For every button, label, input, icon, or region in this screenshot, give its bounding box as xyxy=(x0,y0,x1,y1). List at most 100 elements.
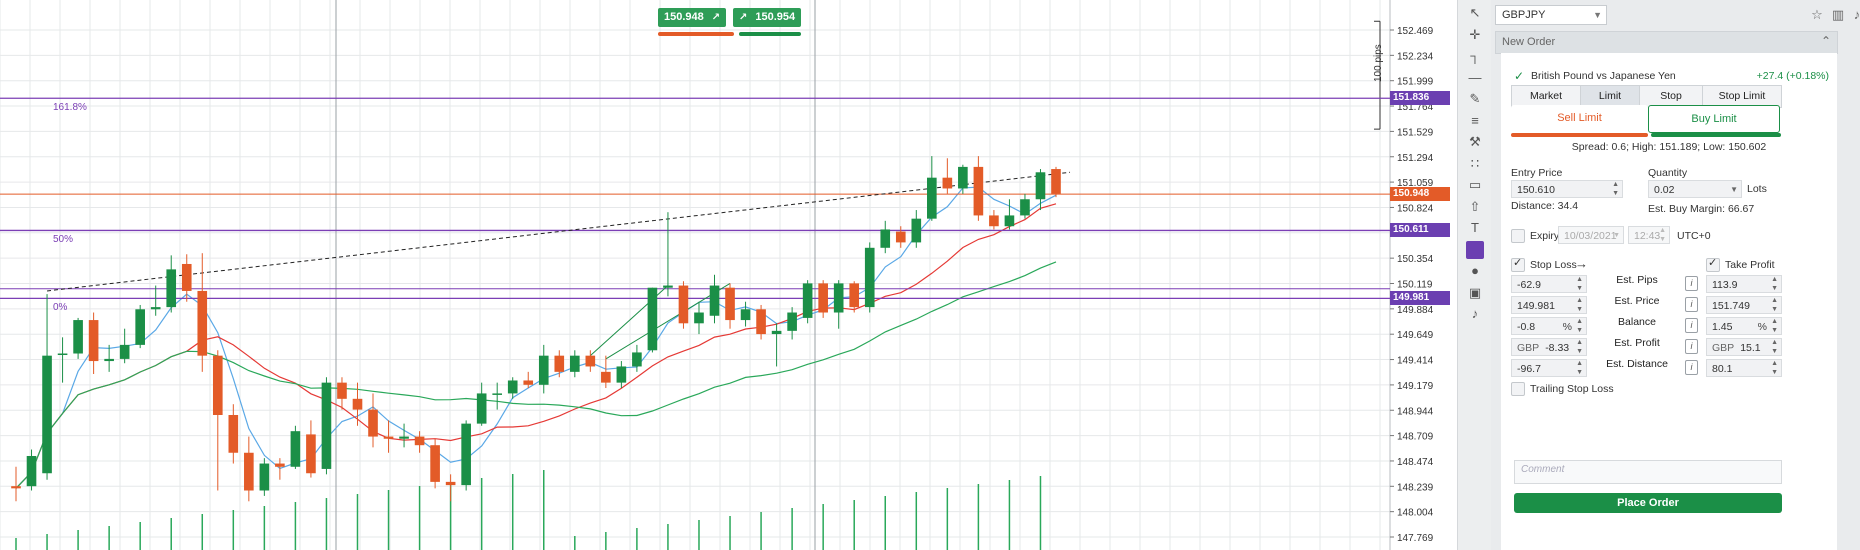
candle-up xyxy=(647,287,658,351)
horizontal-ray-icon[interactable]: ┐ xyxy=(1470,48,1480,63)
info-icon[interactable]: i xyxy=(1685,318,1698,333)
price-tick-label: 149.884 xyxy=(1397,305,1434,316)
take-profit-input[interactable]: 151.749 ▲ ▼ xyxy=(1706,296,1782,314)
stop-loss-input[interactable]: -96.7 ▲ ▼ xyxy=(1511,359,1587,377)
candle-up xyxy=(290,431,301,467)
candle-down xyxy=(414,436,425,446)
buy-margin-info: Est. Buy Margin: 66.67 xyxy=(1648,203,1755,215)
chevron-down-icon: ▼ xyxy=(1613,232,1620,239)
trailing-stop-checkbox[interactable] xyxy=(1511,382,1525,396)
expiry-date-select[interactable]: 10/03/2021 ▼ xyxy=(1558,226,1624,244)
arrow-right-icon[interactable]: → xyxy=(1575,256,1588,271)
candle-down xyxy=(430,445,440,482)
take-profit-label: Take Profit xyxy=(1725,259,1775,271)
rectangle-icon[interactable]: ▭ xyxy=(1468,177,1482,192)
price-tick-label: 148.239 xyxy=(1397,482,1434,493)
buy-quote-button[interactable]: ↗ 150.954 xyxy=(733,8,802,27)
price-badge: 151.836 xyxy=(1390,91,1450,106)
pencil-icon[interactable]: ✎ xyxy=(1469,91,1481,106)
candle-up xyxy=(694,312,704,324)
spinner-icon[interactable]: ▲ ▼ xyxy=(1659,227,1666,243)
candle-down xyxy=(11,486,21,489)
info-icon[interactable]: i xyxy=(1685,276,1698,291)
spinner-icon[interactable]: ▲ ▼ xyxy=(1612,181,1619,197)
info-icon[interactable]: i xyxy=(1685,339,1698,354)
row-label: Est. Pips xyxy=(1616,274,1658,286)
star-icon[interactable]: ☆ xyxy=(1811,7,1823,22)
spinner-icon[interactable]: ▲ ▼ xyxy=(1771,339,1778,355)
circle-icon[interactable]: ● xyxy=(1471,263,1479,278)
stop-loss-input[interactable]: -0.8% ▲ ▼ xyxy=(1511,317,1587,335)
quantity-select[interactable]: 0.02 ▼ xyxy=(1648,180,1742,198)
spinner-icon[interactable]: ▲ ▼ xyxy=(1771,360,1778,376)
sell-quote-button[interactable]: 150.948 ↗ xyxy=(658,8,727,27)
brush-icon[interactable]: ⚒ xyxy=(1469,134,1481,149)
spinner-icon[interactable]: ▲ ▼ xyxy=(1576,276,1583,292)
candle-up xyxy=(864,247,875,308)
expiry-checkbox[interactable] xyxy=(1511,229,1525,243)
crosshair-icon[interactable]: ✛ xyxy=(1469,26,1481,42)
text-icon[interactable]: T xyxy=(1471,220,1479,235)
candle-up xyxy=(927,177,937,219)
parallel-channel-icon[interactable]: ≡ xyxy=(1471,112,1479,128)
spinner-icon[interactable]: ▲ ▼ xyxy=(1771,318,1778,334)
spinner-icon[interactable]: ▲ ▼ xyxy=(1771,297,1778,313)
take-profit-input[interactable]: 113.9 ▲ ▼ xyxy=(1706,275,1782,293)
stop-loss-input[interactable]: 149.981 ▲ ▼ xyxy=(1511,296,1587,314)
plot-background xyxy=(0,0,1390,550)
columns-icon[interactable]: ▥ xyxy=(1831,7,1845,22)
candle-up xyxy=(632,352,642,367)
spinner-icon[interactable]: ▲ ▼ xyxy=(1576,297,1583,313)
candle-down xyxy=(197,290,208,356)
info-icon[interactable]: i xyxy=(1685,297,1698,312)
stop-loss-input[interactable]: GBP -8.33 ▲ ▼ xyxy=(1511,338,1587,356)
chart-canvas[interactable]: 152.469 152.234 151.999 151.764 151.529 151.2… xyxy=(0,0,1457,550)
candle-down xyxy=(585,355,596,367)
price-tick-label: 151.999 xyxy=(1397,77,1434,88)
price-tick-label: 151.764 xyxy=(1397,102,1434,113)
spinner-icon[interactable]: ▲ ▼ xyxy=(1576,339,1583,355)
buy-limit-button[interactable]: Buy Limit xyxy=(1648,105,1780,133)
bell-icon[interactable]: ♪ xyxy=(1471,306,1479,321)
candle-up xyxy=(802,283,813,318)
arrow-up-icon[interactable]: ⇧ xyxy=(1469,198,1481,214)
take-profit-input[interactable]: 80.1 ▲ ▼ xyxy=(1706,359,1782,377)
take-profit-input[interactable]: GBP 15.1 ▲ ▼ xyxy=(1706,338,1782,356)
tab-stop[interactable]: Stop xyxy=(1639,85,1703,108)
bell-icon[interactable]: ♪ xyxy=(1853,7,1860,22)
price-badge: 150.611 xyxy=(1390,223,1450,238)
candle-up xyxy=(958,166,968,189)
comment-field[interactable]: Comment xyxy=(1514,460,1782,484)
take-profit-checkbox[interactable] xyxy=(1706,256,1720,272)
candle-down xyxy=(554,355,565,372)
candle-up xyxy=(150,307,161,310)
candle-down xyxy=(337,382,347,399)
camera-icon[interactable]: ▣ xyxy=(1468,284,1482,300)
candle-up xyxy=(57,353,68,356)
entry-price-label: Entry Price xyxy=(1511,167,1563,179)
spinner-icon[interactable]: ▲ ▼ xyxy=(1771,276,1778,292)
cursor-icon[interactable]: ↖ xyxy=(1469,5,1481,20)
sell-limit-button[interactable]: Sell Limit xyxy=(1511,105,1648,131)
symbol-select[interactable]: GBPJPY ▼ xyxy=(1495,5,1607,25)
stop-loss-input[interactable]: -62.9 ▲ ▼ xyxy=(1511,275,1587,293)
stop-loss-checkbox[interactable] xyxy=(1511,256,1525,272)
chevron-up-icon[interactable]: ⌃ xyxy=(1820,34,1831,48)
tab-stop-limit[interactable]: Stop Limit xyxy=(1702,85,1782,108)
new-order-header[interactable]: New Order ⌃ xyxy=(1495,31,1838,54)
price-chart[interactable]: 152.469 152.234 151.999 151.764 151.529 151.2… xyxy=(0,0,1457,550)
order-panel: GBPJPY ▼ ☆ ▥ ♪ New Order ⌃ ✓ British Pou… xyxy=(1491,0,1860,550)
expiry-time-input[interactable]: 12:43 ▲ ▼ xyxy=(1628,226,1670,244)
take-profit-input[interactable]: 1.45% ▲ ▼ xyxy=(1706,317,1782,335)
entry-price-input[interactable]: 150.610 ▲ ▼ xyxy=(1511,180,1623,198)
line-icon[interactable]: — xyxy=(1468,69,1482,85)
place-order-button[interactable]: Place Order xyxy=(1514,493,1782,513)
fib-retracement-icon[interactable]: ∷ xyxy=(1470,155,1480,171)
spinner-icon[interactable]: ▲ ▼ xyxy=(1576,318,1583,334)
price-tick-label: 152.234 xyxy=(1397,51,1434,62)
spinner-icon[interactable]: ▲ ▼ xyxy=(1576,360,1583,376)
candle-down xyxy=(989,215,999,227)
info-icon[interactable]: i xyxy=(1685,360,1698,375)
color-swatch[interactable] xyxy=(1466,240,1484,259)
stop-loss-value: -96.7 xyxy=(1517,363,1541,375)
